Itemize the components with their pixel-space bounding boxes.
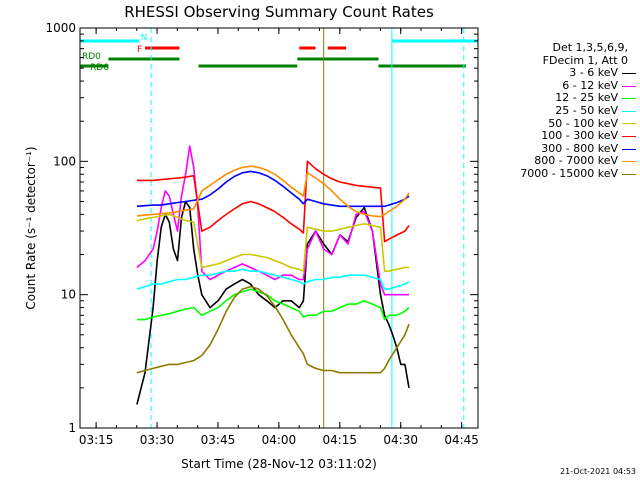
legend-item-2: 12 - 25 keV — [486, 92, 636, 105]
legend-label: 6 - 12 keV — [562, 78, 618, 92]
y-tick-label-2: 100 — [53, 154, 76, 168]
legend-label: 800 - 7000 keV — [534, 154, 618, 168]
legend-item-4: 50 - 100 keV — [486, 116, 636, 131]
series-line-6 — [136, 170, 410, 208]
legend-item-7: 800 - 7000 keV — [486, 155, 636, 168]
legend-swatch — [622, 85, 636, 87]
legend-item-3: 25 - 50 keV — [486, 103, 636, 118]
legend-header-1: Det 1,3,5,6,9, — [552, 41, 628, 54]
legend-label: 25 - 50 keV — [555, 103, 618, 117]
legend-swatch — [622, 123, 636, 125]
x-tick-label-0: 03:15 — [79, 433, 114, 447]
legend-swatch — [622, 72, 636, 74]
x-tick-label-4: 04:15 — [322, 433, 357, 447]
flag-label-3: RD0 — [82, 52, 101, 62]
legend-label: 3 - 6 keV — [569, 66, 618, 80]
legend-label: 50 - 100 keV — [548, 116, 618, 130]
series-line-5 — [136, 160, 410, 243]
series-line-1 — [136, 145, 409, 296]
x-tick-label-5: 04:30 — [383, 433, 418, 447]
flag-label-4: RD6 — [90, 63, 109, 73]
legend-item-8: 7000 - 15000 keV — [486, 166, 636, 181]
series-line-8 — [136, 285, 410, 374]
x-tick-label-3: 04:00 — [262, 433, 297, 447]
legend-swatch — [622, 148, 636, 150]
y-tick-label-3: 1000 — [45, 21, 76, 35]
x-tick-label-2: 03:45 — [201, 433, 236, 447]
series-line-0 — [136, 200, 410, 405]
flag-label-1: N — [141, 33, 148, 43]
series-line-4 — [136, 213, 409, 273]
legend-item-5: 100 - 300 keV — [486, 130, 636, 143]
plot-frame — [79, 27, 479, 429]
legend-header-2: FDecim 1, Att 0 — [542, 53, 628, 67]
legend-label: 12 - 25 keV — [555, 91, 618, 105]
legend: Det 1,3,5,6,9, FDecim 1, Att 0 3 - 6 keV… — [486, 41, 636, 181]
legend-swatch — [622, 161, 636, 163]
legend-label: 100 - 300 keV — [541, 129, 618, 143]
series-line-2 — [136, 288, 410, 321]
legend-item-0: 3 - 6 keV — [486, 67, 636, 80]
legend-item-6: 300 - 800 keV — [486, 141, 636, 156]
x-tick-label-1: 03:30 — [140, 433, 175, 447]
legend-swatch — [622, 135, 636, 137]
flag-label-2: F — [137, 45, 142, 55]
y-tick-label-1: 10 — [61, 288, 76, 302]
legend-label: 7000 - 15000 keV — [520, 166, 618, 180]
y-axis-ticks: 1 10 100 1000 — [45, 21, 478, 435]
x-axis-label: Start Time (28-Nov-12 03:11:02) — [181, 457, 377, 471]
series-lines — [136, 145, 410, 405]
x-axis-ticks: 03:15 03:30 03:45 04:00 04:15 04:30 04:45 — [79, 28, 479, 447]
series-line-7 — [136, 165, 410, 218]
y-axis-label: Count Rate (s⁻¹ detector⁻¹) — [24, 146, 38, 309]
series-line-3 — [136, 268, 410, 290]
legend-swatch — [622, 173, 636, 175]
legend-label: 300 - 800 keV — [541, 141, 618, 155]
legend-swatch — [622, 98, 636, 100]
legend-item-1: 6 - 12 keV — [486, 78, 636, 93]
x-tick-label-6: 04:45 — [444, 433, 479, 447]
y-tick-label-0: 1 — [68, 421, 76, 435]
timestamp: 21-Oct-2021 04:53 — [560, 467, 636, 476]
chart-title: RHESSI Observing Summary Count Rates — [124, 3, 434, 21]
legend-swatch — [622, 110, 636, 112]
